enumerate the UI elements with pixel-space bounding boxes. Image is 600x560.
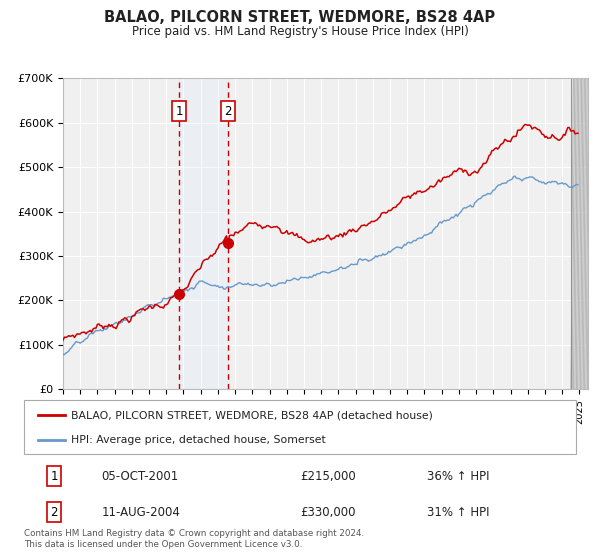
Text: 1: 1 xyxy=(50,470,58,483)
Text: 2: 2 xyxy=(224,105,232,118)
Text: £215,000: £215,000 xyxy=(300,470,356,483)
Text: 1: 1 xyxy=(175,105,183,118)
Text: Price paid vs. HM Land Registry's House Price Index (HPI): Price paid vs. HM Land Registry's House … xyxy=(131,25,469,38)
FancyBboxPatch shape xyxy=(24,400,576,454)
Text: 31% ↑ HPI: 31% ↑ HPI xyxy=(427,506,490,519)
Text: Contains HM Land Registry data © Crown copyright and database right 2024.
This d: Contains HM Land Registry data © Crown c… xyxy=(24,529,364,549)
Text: BALAO, PILCORN STREET, WEDMORE, BS28 4AP (detached house): BALAO, PILCORN STREET, WEDMORE, BS28 4AP… xyxy=(71,410,433,421)
Text: 36% ↑ HPI: 36% ↑ HPI xyxy=(427,470,490,483)
Text: HPI: Average price, detached house, Somerset: HPI: Average price, detached house, Some… xyxy=(71,435,326,445)
Text: 11-AUG-2004: 11-AUG-2004 xyxy=(101,506,180,519)
Text: £330,000: £330,000 xyxy=(300,506,355,519)
Text: BALAO, PILCORN STREET, WEDMORE, BS28 4AP: BALAO, PILCORN STREET, WEDMORE, BS28 4AP xyxy=(104,10,496,25)
Text: 2: 2 xyxy=(50,506,58,519)
Bar xyxy=(179,78,228,389)
Text: 05-OCT-2001: 05-OCT-2001 xyxy=(101,470,179,483)
